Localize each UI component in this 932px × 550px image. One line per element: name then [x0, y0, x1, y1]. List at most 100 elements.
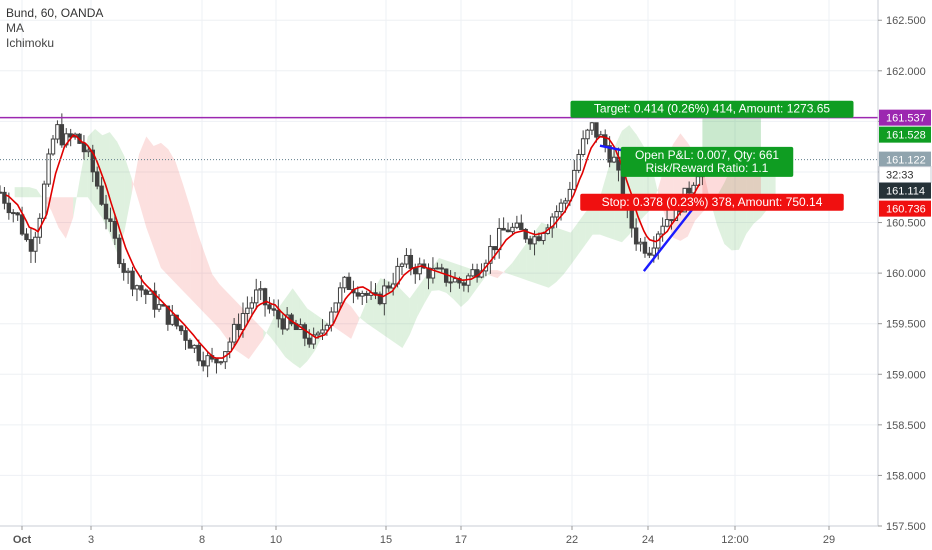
cloud-segment [548, 225, 557, 288]
time-axis-bg [0, 526, 878, 550]
cloud-segment [439, 257, 447, 293]
candle-body [519, 222, 524, 230]
candle-body [501, 227, 506, 231]
price-tick-label: 162.500 [886, 15, 926, 27]
legend-item-ma[interactable]: MA [6, 21, 24, 35]
cloud-segment [585, 204, 593, 245]
candle-body [284, 314, 290, 330]
price-tick-label: 162.000 [886, 66, 926, 78]
cloud-segment [175, 161, 183, 291]
stop-label: Stop: 0.378 (0.23%) 378, Amount: 750.14 [580, 193, 844, 211]
candle-body [576, 153, 581, 171]
cloud-segment [58, 197, 66, 239]
cloud-segment [14, 187, 22, 198]
candle-body [580, 138, 586, 155]
candle-body [355, 292, 361, 297]
price-axis: 162.500162.000161.500161.000160.500160.0… [877, 0, 932, 550]
price-tag: 161.528 [886, 130, 926, 142]
time-tick-label: 24 [642, 534, 654, 546]
cloud-segment [117, 141, 125, 253]
cloud-segment [351, 306, 359, 339]
candle-body [231, 323, 237, 343]
cloud-segment [204, 253, 213, 322]
cloud-segment [343, 300, 352, 339]
candle-body [0, 191, 3, 194]
candle-body [585, 129, 590, 140]
target-label-bg [570, 100, 854, 118]
candle-body [563, 200, 568, 204]
price-tick-label: 159.000 [886, 369, 926, 381]
price-tag-bg [879, 182, 931, 199]
candle-body [532, 236, 537, 245]
price-tick-label: 160.000 [886, 268, 926, 280]
chart-legend: Bund, 60, OANDA MA Ichimoku [6, 6, 103, 51]
time-tick-label: 22 [566, 534, 578, 546]
price-tag-bg [879, 126, 931, 143]
cloud-segment [373, 278, 381, 333]
legend-item-ichimoku[interactable]: Ichimoku [6, 36, 55, 50]
candle-body [201, 360, 206, 367]
candle-body [125, 270, 131, 273]
candle-body [258, 288, 263, 291]
candle-body [633, 227, 639, 245]
candle-body [461, 282, 467, 286]
candle-body [170, 314, 175, 325]
candle-body [492, 246, 497, 251]
cloud-segment [504, 263, 513, 276]
candle-body [245, 307, 250, 315]
price-tag-bg [879, 200, 931, 217]
candle-body [86, 149, 91, 153]
candle-body [404, 254, 409, 265]
candle-body [523, 228, 528, 240]
time-tick-label: Oct [13, 534, 32, 546]
cloud-segment [395, 283, 403, 348]
stop-label-bg [580, 193, 844, 211]
cloud-segment [490, 270, 498, 279]
candle-body [554, 211, 559, 218]
cloud-segment [556, 227, 564, 283]
price-tick-label: 158.500 [886, 420, 926, 432]
price-axis-bg [878, 0, 932, 550]
price-tick-label: 160.500 [886, 218, 926, 230]
price-tag-bg [879, 151, 931, 168]
candle-body [267, 304, 272, 310]
candle-body [514, 222, 520, 228]
candle-body [50, 138, 56, 155]
candle-body [280, 318, 285, 330]
candle-body [130, 270, 135, 290]
time-tick-label: 8 [199, 534, 205, 546]
target-label: Target: 0.414 (0.26%) 414, Amount: 1273.… [570, 100, 854, 118]
candle-body [386, 285, 391, 289]
cloud-segment [497, 270, 505, 279]
candle-body [527, 238, 533, 245]
candle-body [178, 325, 184, 332]
candle-body [510, 226, 515, 233]
candle-body [59, 124, 65, 146]
cloud-segment [29, 187, 37, 198]
candle-body [41, 183, 47, 219]
cloud-segment [417, 278, 425, 318]
candle-body [46, 153, 51, 185]
candle-body [669, 219, 674, 222]
pnl-label-text: Risk/Reward Ratio: 1.1 [646, 161, 769, 175]
cloud-segment [124, 156, 132, 232]
candle-body [660, 225, 665, 235]
lower-trendline [642, 199, 701, 272]
candle-body [651, 247, 657, 256]
candle-body [117, 237, 122, 265]
target-label-text: Target: 0.414 (0.26%) 414, Amount: 1273.… [594, 102, 830, 116]
cloud-segment [36, 189, 44, 200]
candle-body [90, 149, 95, 173]
candle-body [121, 263, 126, 273]
cloud-segment [365, 290, 374, 328]
cloud-segment [519, 242, 527, 281]
cloud-segment [212, 274, 220, 329]
candle-body [33, 236, 38, 252]
candle-body [55, 124, 60, 140]
candle-body [686, 187, 692, 194]
moving-average-line [5, 134, 701, 359]
candle-body [664, 219, 670, 227]
price-tick-label: 158.000 [886, 470, 926, 482]
